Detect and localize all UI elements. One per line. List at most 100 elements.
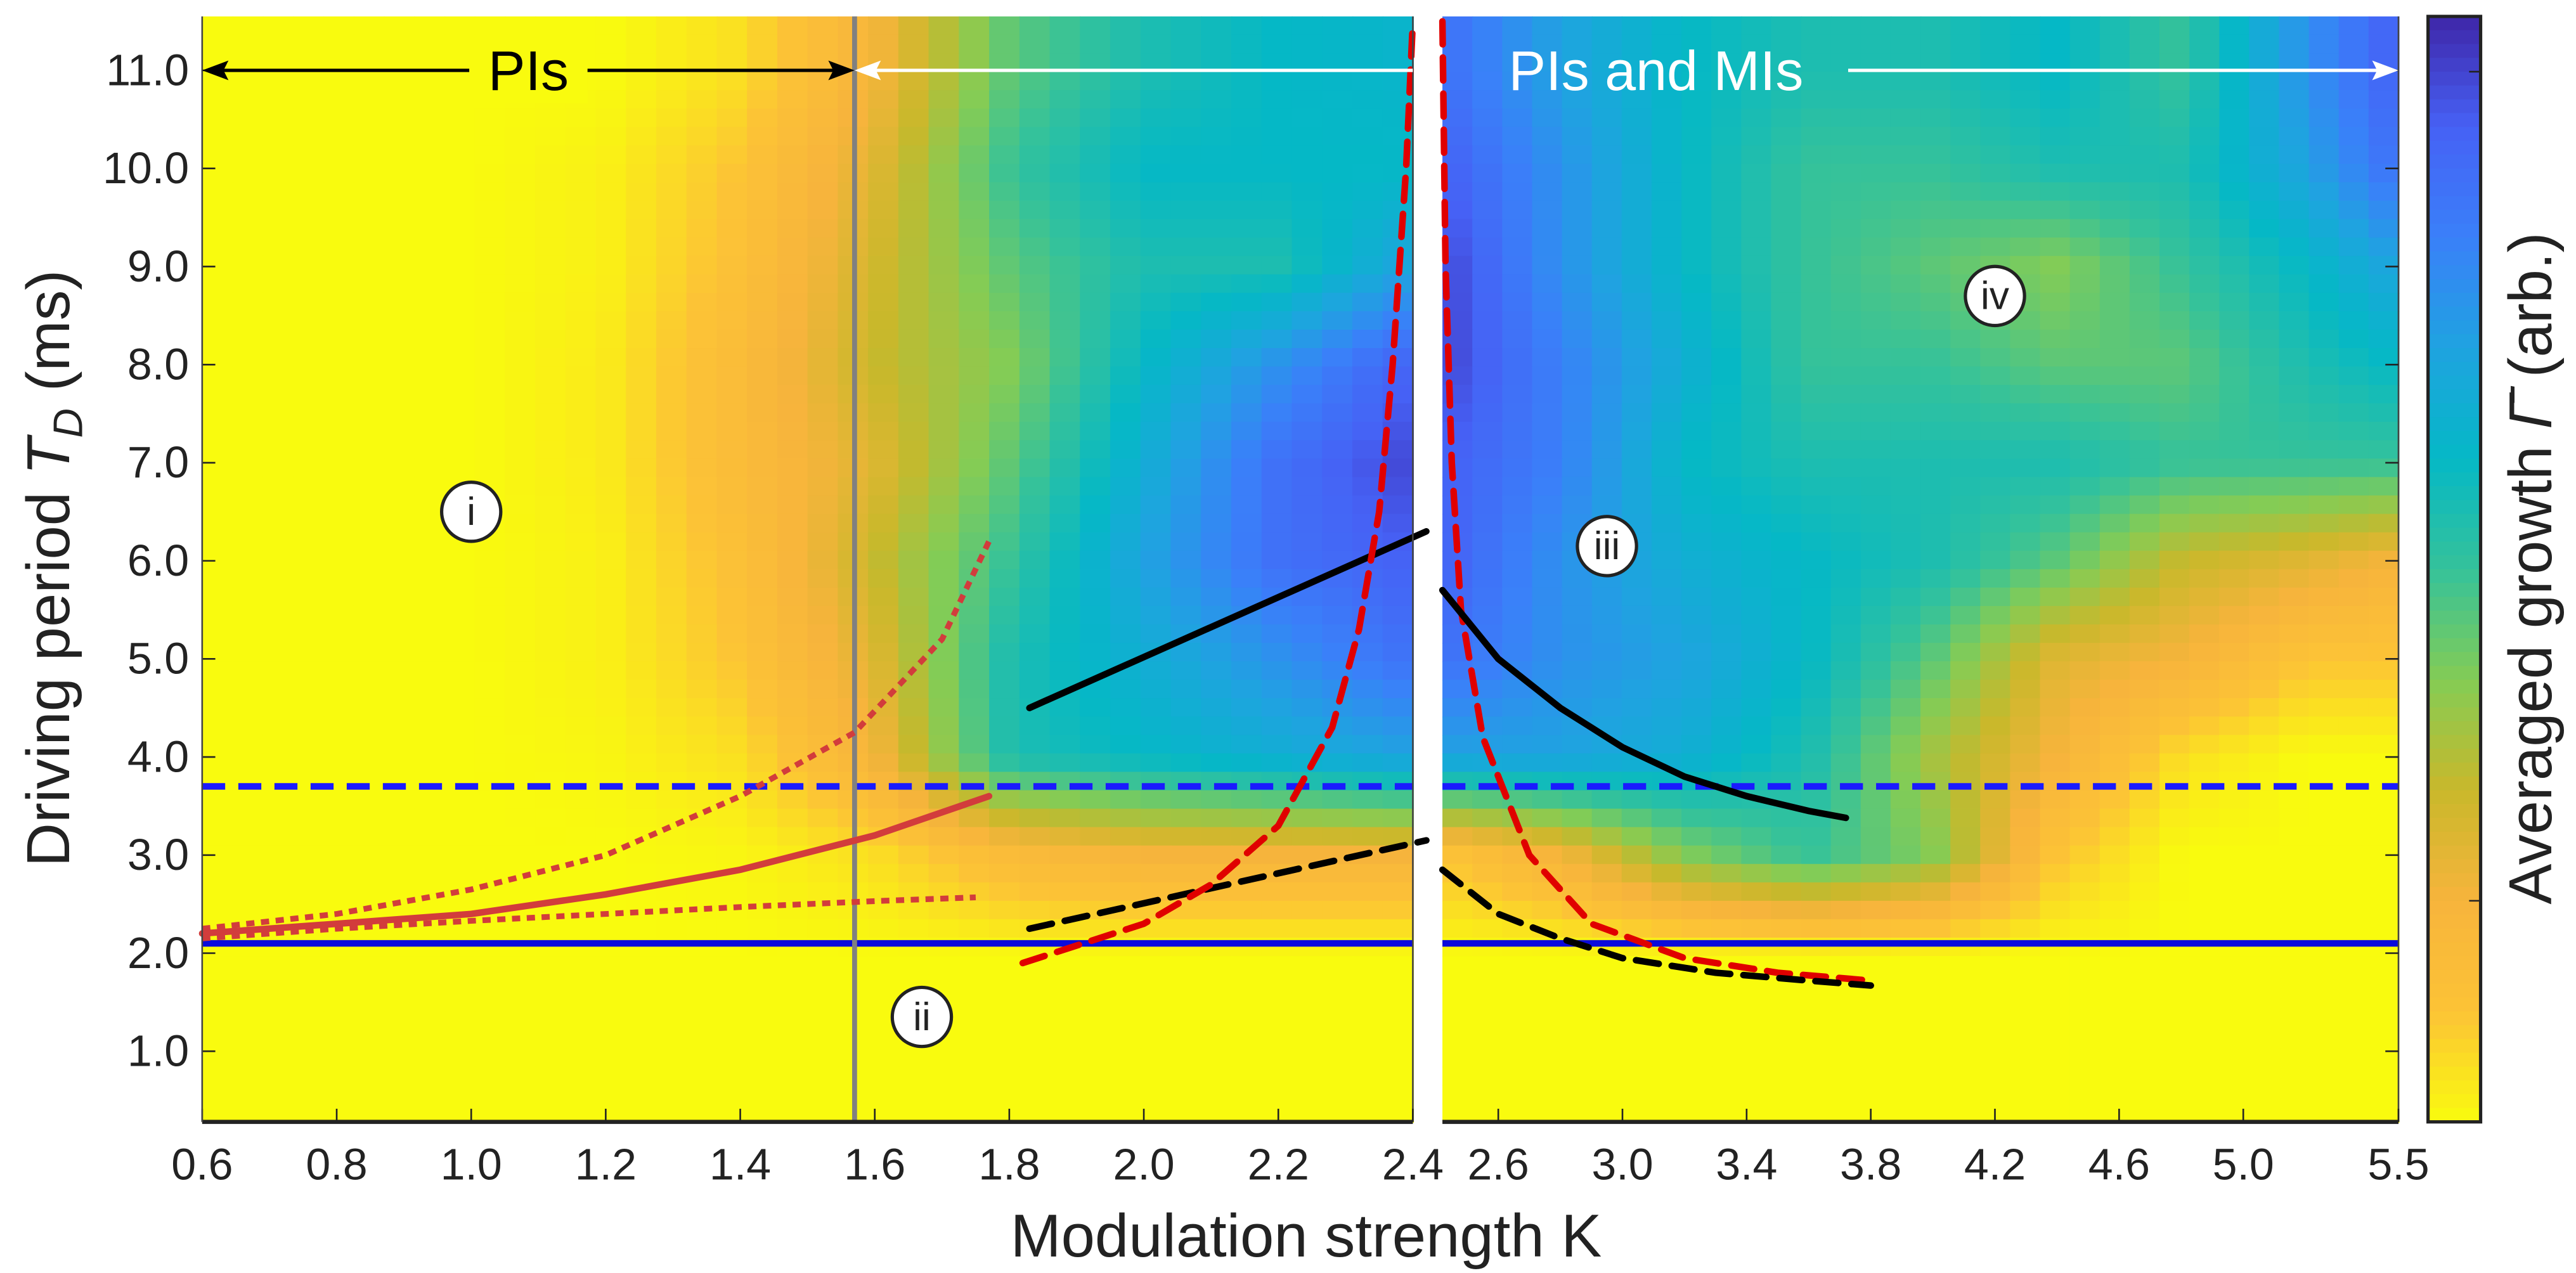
- heatmap-cell: [1019, 311, 1051, 331]
- colorbar-segment: [2428, 375, 2481, 391]
- heatmap-cell: [2219, 237, 2250, 257]
- heatmap-cell: [1019, 1048, 1051, 1068]
- heatmap-cell: [716, 34, 748, 55]
- heatmap-cell: [2159, 735, 2191, 754]
- heatmap-cell: [807, 145, 839, 165]
- heatmap-cell: [2099, 108, 2131, 128]
- heatmap-cell: [535, 661, 567, 681]
- heatmap-cell: [2368, 34, 2400, 55]
- heatmap-cell: [1920, 514, 1951, 534]
- heatmap-cell: [2219, 274, 2250, 294]
- heatmap-cell: [989, 680, 1021, 699]
- heatmap-cell: [1322, 827, 1354, 847]
- heatmap-cell: [928, 680, 960, 699]
- heatmap-cell: [1382, 643, 1414, 662]
- heatmap-cell: [2249, 753, 2281, 773]
- heatmap-cell: [1591, 458, 1623, 479]
- heatmap-cell: [1502, 219, 1533, 239]
- heatmap-cell: [1830, 495, 1862, 515]
- heatmap-cell: [1681, 532, 1712, 552]
- heatmap-cell: [1562, 348, 1593, 368]
- heatmap-cell: [2099, 550, 2131, 571]
- heatmap-cell: [1711, 514, 1742, 534]
- heatmap-cell: [1019, 753, 1051, 773]
- heatmap-cell: [444, 458, 476, 479]
- heatmap-cell: [1322, 292, 1354, 313]
- heatmap-cell: [716, 661, 748, 681]
- heatmap-cell: [1382, 495, 1414, 515]
- heatmap-cell: [232, 974, 264, 994]
- heatmap-cell: [1771, 1066, 1803, 1087]
- heatmap-cell: [2338, 385, 2370, 404]
- heatmap-cell: [1830, 329, 1862, 349]
- heatmap-cell: [1110, 200, 1142, 221]
- heatmap-cell: [2368, 274, 2400, 294]
- heatmap-cell: [1920, 1103, 1951, 1123]
- heatmap-cell: [1322, 900, 1354, 921]
- heatmap-cell: [747, 72, 779, 91]
- heatmap-cell: [1920, 34, 1951, 55]
- heatmap-cell: [2219, 827, 2250, 847]
- heatmap-cell: [1681, 164, 1712, 184]
- heatmap-cell: [2099, 1030, 2131, 1049]
- heatmap-cell: [989, 753, 1021, 773]
- heatmap-cell: [1352, 974, 1384, 994]
- heatmap-cell: [1741, 698, 1772, 718]
- heatmap-cell: [1681, 16, 1712, 36]
- heatmap-cell: [474, 182, 506, 202]
- heatmap-cell: [1711, 919, 1742, 939]
- heatmap-cell: [777, 863, 809, 884]
- heatmap-cell: [505, 366, 536, 386]
- heatmap-cell: [1741, 127, 1772, 146]
- heatmap-cell: [1201, 311, 1233, 331]
- heatmap-cell: [2189, 919, 2220, 939]
- heatmap-cell: [353, 993, 385, 1012]
- heatmap-cell: [1019, 1030, 1051, 1049]
- heatmap-cell: [2249, 698, 2281, 718]
- heatmap-cell: [1170, 1048, 1202, 1068]
- heatmap-cell: [626, 255, 657, 276]
- heatmap-cell: [1591, 72, 1623, 91]
- heatmap-cell: [535, 919, 567, 939]
- heatmap-cell: [2099, 495, 2131, 515]
- heatmap-cell: [1980, 550, 2011, 571]
- heatmap-cell: [1352, 680, 1384, 699]
- heatmap-cell: [1591, 495, 1623, 515]
- heatmap-cell: [686, 182, 718, 202]
- heatmap-cell: [928, 90, 960, 110]
- heatmap-cell: [747, 145, 779, 165]
- heatmap-cell: [1080, 1048, 1111, 1068]
- heatmap-cell: [232, 1030, 264, 1049]
- heatmap-cell: [444, 680, 476, 699]
- heatmap-cell: [1110, 624, 1142, 644]
- heatmap-cell: [1920, 440, 1951, 460]
- heatmap-cell: [293, 237, 325, 257]
- heatmap-cell: [1621, 1030, 1653, 1049]
- heatmap-cell: [2189, 200, 2220, 221]
- heatmap-cell: [928, 1085, 960, 1105]
- heatmap-cell: [565, 274, 597, 294]
- heatmap-cell: [2338, 661, 2370, 681]
- heatmap-cell: [595, 624, 627, 644]
- heatmap-cell: [595, 458, 627, 479]
- heatmap-cell: [2219, 495, 2250, 515]
- heatmap-cell: [1532, 385, 1563, 404]
- heatmap-cell: [1019, 255, 1051, 276]
- heatmap-cell: [2189, 108, 2220, 128]
- heatmap-cell: [716, 735, 748, 754]
- heatmap-cell: [2219, 145, 2250, 165]
- heatmap-cell: [1830, 477, 1862, 497]
- heatmap-cell: [353, 200, 385, 221]
- heatmap-cell: [1442, 956, 1473, 976]
- heatmap-cell: [1382, 1048, 1414, 1068]
- heatmap-cell: [2040, 550, 2071, 571]
- heatmap-cell: [1442, 900, 1473, 921]
- heatmap-cell: [384, 237, 415, 257]
- heatmap-cell: [2159, 882, 2191, 902]
- heatmap-cell: [2040, 532, 2071, 552]
- heatmap-cell: [2279, 34, 2310, 55]
- colorbar-segment: [2428, 831, 2481, 847]
- heatmap-cell: [2069, 605, 2101, 626]
- heatmap-cell: [1890, 348, 1922, 368]
- heatmap-cell: [1049, 1030, 1081, 1049]
